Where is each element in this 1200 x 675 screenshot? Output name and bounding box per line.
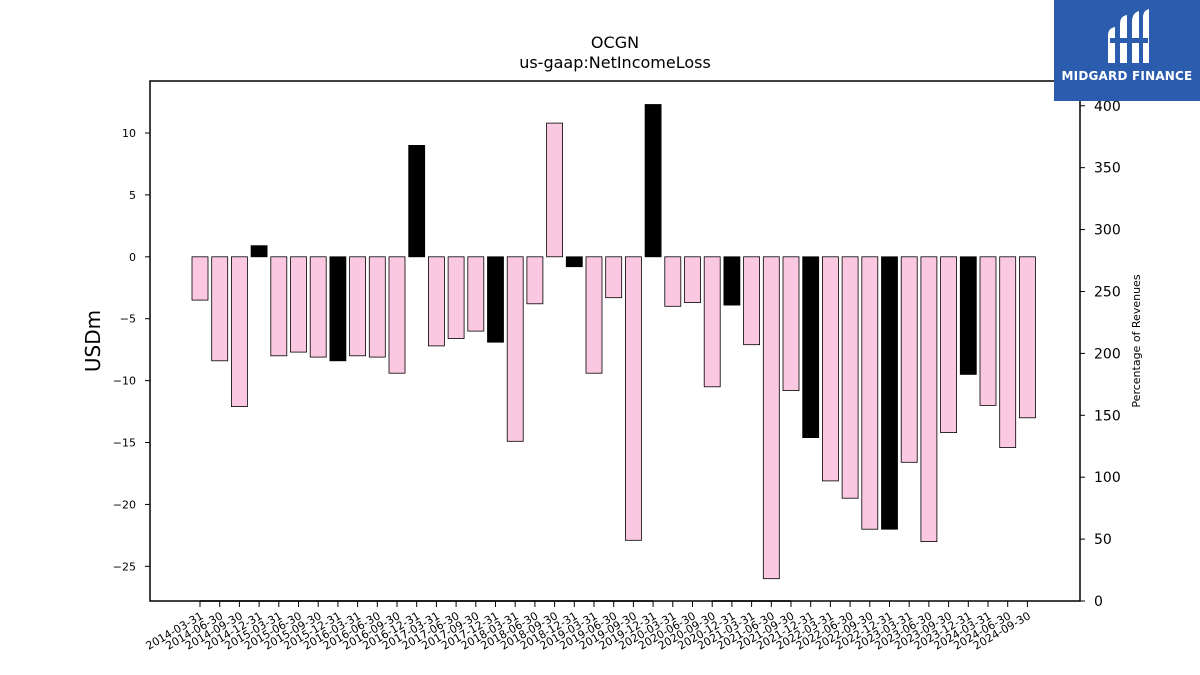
y2-tick-label: 0: [1094, 594, 1103, 610]
bar: [743, 256, 760, 346]
bar: [625, 256, 642, 541]
bar: [290, 256, 307, 353]
bar: [250, 245, 268, 258]
bar: [191, 256, 209, 301]
y-tick-label: 10: [122, 127, 136, 140]
bar: [427, 256, 445, 347]
bar: [270, 256, 288, 357]
bar: [762, 256, 780, 580]
x-axis-ticks: 2014-03-312014-06-302014-09-302014-12-31…: [144, 601, 1033, 653]
bar: [211, 256, 229, 362]
bar: [723, 256, 741, 306]
bar: [684, 256, 701, 303]
bar: [664, 256, 682, 307]
y-axis-label: USDm: [81, 310, 105, 372]
midgard-logo-icon: [1108, 9, 1149, 63]
bar: [979, 256, 997, 406]
y2-tick-label: 300: [1094, 223, 1121, 239]
y2-tick-label: 100: [1094, 470, 1121, 486]
bar: [546, 122, 563, 258]
y-tick-label: −15: [113, 437, 136, 450]
bar: [309, 256, 327, 358]
bar: [526, 256, 544, 305]
bar: [506, 256, 524, 442]
bar: [999, 256, 1017, 448]
bar-series: [191, 104, 1036, 580]
bar: [1019, 256, 1036, 419]
bar: [349, 256, 367, 357]
chart-title: OCGN: [591, 33, 639, 52]
bar: [230, 256, 248, 407]
bar: [447, 256, 465, 339]
y-tick-label: 5: [129, 189, 136, 202]
bar: [388, 256, 406, 374]
y-axis-ticks: 10 5 0 −5 −10 −15 −20 −25: [113, 127, 150, 573]
plot-frame: [149, 80, 1081, 602]
midgard-finance-logo: MIDGARD FINANCE: [1054, 0, 1200, 101]
y-tick-label: −10: [113, 375, 136, 388]
bar: [644, 104, 662, 258]
y-tick-label: 0: [129, 251, 136, 264]
bar: [900, 256, 918, 463]
y2-tick-label: 250: [1094, 284, 1121, 300]
bar: [782, 256, 800, 391]
y-tick-label: −25: [113, 560, 136, 573]
bar: [802, 256, 820, 438]
bar: [822, 256, 839, 482]
bar: [368, 256, 386, 358]
y2-axis-label: Percentage of Revenues: [1130, 274, 1143, 407]
bar: [841, 256, 859, 499]
bar: [920, 256, 938, 542]
bar: [329, 256, 347, 362]
bar: [861, 256, 879, 530]
bar: [565, 256, 583, 268]
y2-tick-label: 200: [1094, 346, 1121, 362]
y-tick-label: −5: [120, 313, 136, 326]
bar: [940, 256, 957, 433]
y2-tick-label: 50: [1094, 532, 1112, 548]
bar: [408, 144, 426, 258]
y2-tick-label: 350: [1094, 161, 1121, 177]
y-tick-label: −20: [113, 498, 136, 511]
bar: [467, 256, 485, 332]
bar: [605, 256, 623, 299]
y2-tick-label: 400: [1094, 99, 1121, 115]
bar: [487, 256, 504, 343]
chart-subtitle: us-gaap:NetIncomeLoss: [519, 53, 711, 72]
bar: [703, 256, 721, 388]
bar: [585, 256, 603, 374]
y2-tick-label: 150: [1094, 408, 1121, 424]
bar: [959, 256, 977, 375]
bar: [881, 256, 898, 530]
logo-text: MIDGARD FINANCE: [1061, 69, 1193, 83]
y2-axis-ticks: 0 50 100 150 200 250 300 350 400: [1080, 99, 1121, 610]
